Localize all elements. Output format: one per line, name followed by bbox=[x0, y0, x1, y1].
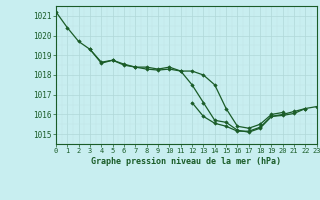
X-axis label: Graphe pression niveau de la mer (hPa): Graphe pression niveau de la mer (hPa) bbox=[92, 157, 281, 166]
